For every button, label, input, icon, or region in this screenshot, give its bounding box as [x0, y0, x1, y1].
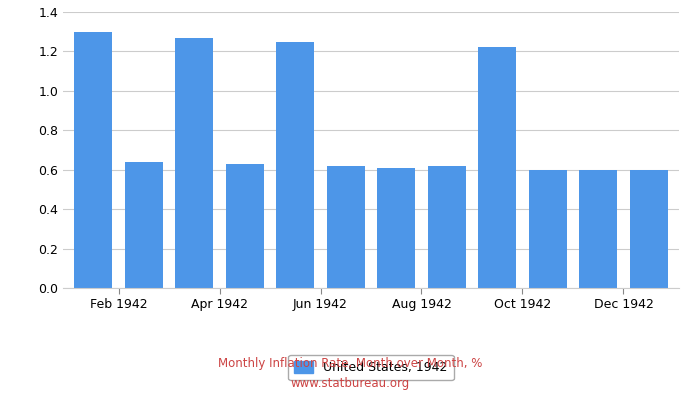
Legend: United States, 1942: United States, 1942 [288, 355, 454, 380]
Bar [528, 170, 567, 288]
Text: Monthly Inflation Rate, Month over Month, %: Monthly Inflation Rate, Month over Month… [218, 358, 482, 370]
Bar [327, 166, 365, 288]
Bar [74, 32, 112, 288]
Bar [580, 170, 617, 288]
Bar [478, 48, 516, 288]
Bar [226, 164, 264, 288]
Bar [428, 166, 466, 288]
Bar [377, 168, 415, 288]
Text: www.statbureau.org: www.statbureau.org [290, 378, 410, 390]
Bar [630, 170, 668, 288]
Bar [175, 38, 214, 288]
Bar [276, 42, 314, 288]
Bar [125, 162, 162, 288]
